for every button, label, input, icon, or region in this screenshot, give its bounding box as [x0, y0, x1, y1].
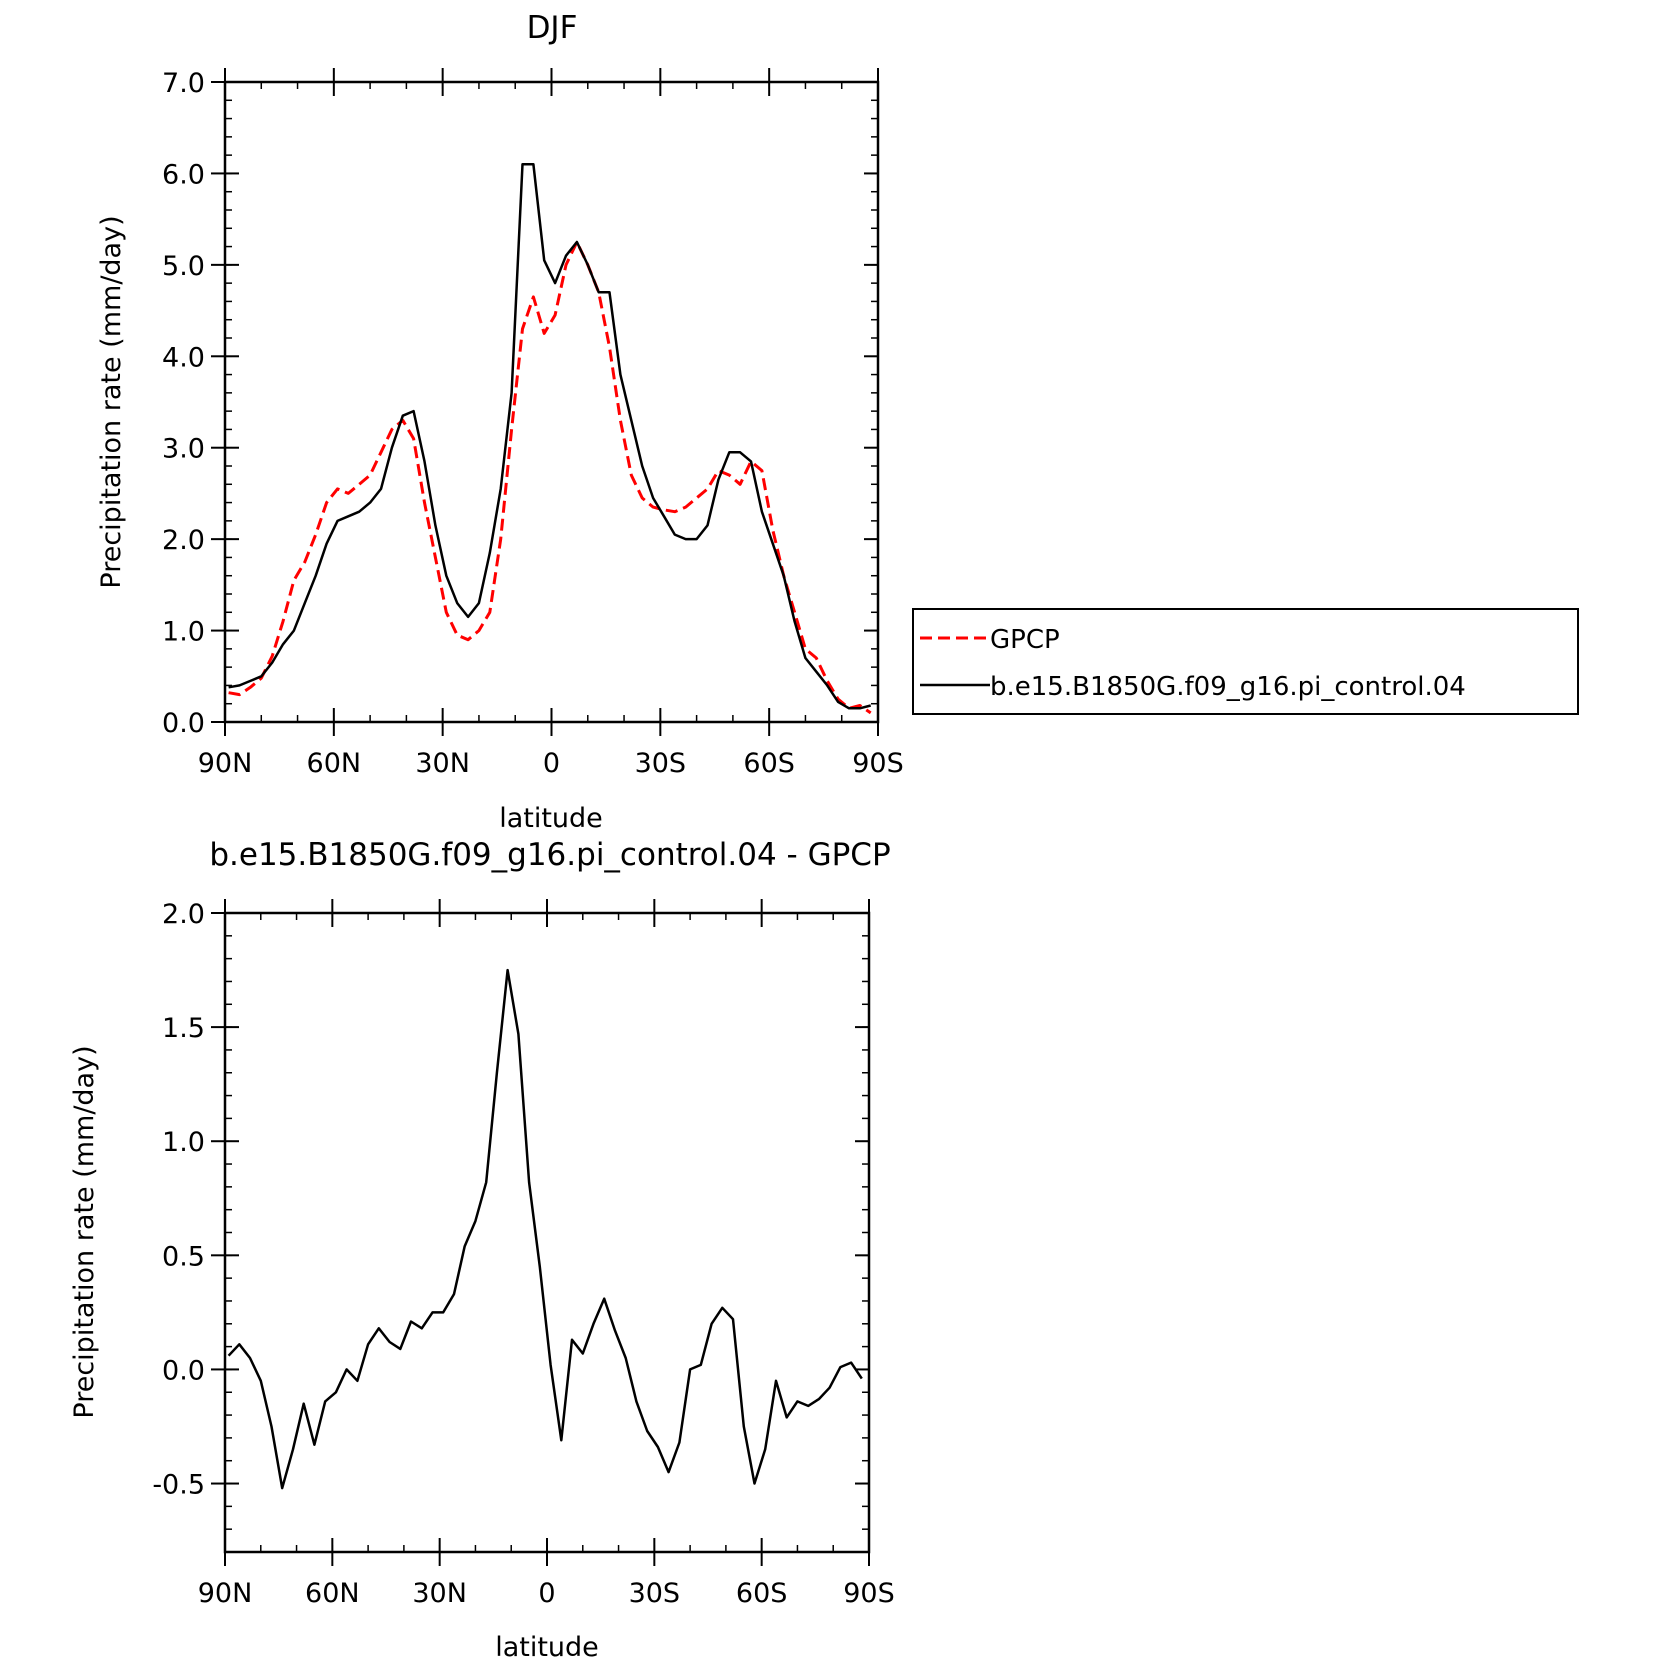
bottom-x-tick-label: 90S	[843, 1578, 895, 1609]
top-x-tick-label: 90S	[852, 748, 904, 779]
top-x-tick-label: 30S	[635, 748, 687, 779]
legend-label-model: b.e15.B1850G.f09_g16.pi_control.04	[990, 672, 1466, 702]
bottom-y-tick-label: 1.0	[162, 1127, 205, 1158]
top-y-axis: 0.0 1.0 2.0 3.0 4.0 5.0 6.0 7.0	[162, 68, 878, 739]
top-y-tick-label: 4.0	[162, 342, 205, 373]
bottom-y-tick-label: 0.0	[162, 1355, 205, 1386]
bottom-y-tick-label: -0.5	[152, 1470, 205, 1501]
legend: GPCP b.e15.B1850G.f09_g16.pi_control.04	[912, 608, 1579, 715]
bottom-y-tick-label: 0.5	[162, 1241, 205, 1272]
top-x-tick-label: 60S	[743, 748, 795, 779]
bottom-plot-frame	[223, 911, 871, 1554]
top-series-line-1	[228, 163, 872, 710]
top-plot-frame	[223, 80, 880, 724]
top-y-tick-label: 1.0	[162, 617, 205, 648]
bottom-x-tick-label: 30N	[412, 1578, 467, 1609]
bottom-x-tick-label: 30S	[629, 1578, 681, 1609]
top-x-axis: 90N 60N 30N 0 30S 60S 90S	[198, 68, 904, 779]
bottom-plot-area	[227, 968, 863, 1490]
bottom-y-axis-label: Precipitation rate (mm/day)	[69, 1045, 100, 1418]
top-y-tick-label: 3.0	[162, 434, 205, 465]
bottom-y-tick-label: 1.5	[162, 1013, 205, 1044]
legend-box	[912, 608, 1579, 715]
bottom-title: b.e15.B1850G.f09_g16.pi_control.04 - GPC…	[209, 837, 890, 873]
top-y-axis-label: Precipitation rate (mm/day)	[96, 215, 127, 588]
top-series-line-0	[228, 240, 872, 715]
bottom-panel: b.e15.B1850G.f09_g16.pi_control.04 - GPC…	[69, 837, 895, 1663]
top-x-tick-label: 90N	[198, 748, 253, 779]
bottom-x-tick-label: 0	[538, 1578, 555, 1609]
top-y-tick-label: 0.0	[162, 708, 205, 739]
bottom-x-tick-label: 60S	[736, 1578, 788, 1609]
top-x-tick-label: 30N	[415, 748, 470, 779]
bottom-x-tick-label: 60N	[305, 1578, 360, 1609]
top-x-tick-label: 60N	[307, 748, 362, 779]
top-panel: DJF 0.0 1.0 2.0 3.0 4.0 5.0 6.0 7.0 90N 60N 30N 0 3…	[96, 10, 1579, 834]
bottom-x-axis: 90N 60N 30N 0 30S 60S 90S	[198, 899, 895, 1609]
top-y-tick-label: 2.0	[162, 525, 205, 556]
top-x-tick-label: 0	[543, 748, 560, 779]
top-plot-area	[228, 163, 872, 715]
bottom-y-axis: -0.5 0.0 0.5 1.0 1.5 2.0	[152, 899, 869, 1553]
bottom-x-axis-label: latitude	[495, 1632, 599, 1663]
bottom-y-tick-label: 2.0	[162, 899, 205, 930]
top-y-tick-label: 7.0	[162, 68, 205, 99]
top-y-tick-label: 6.0	[162, 159, 205, 190]
top-title: DJF	[527, 10, 578, 46]
top-y-tick-label: 5.0	[162, 251, 205, 282]
top-x-axis-label: latitude	[499, 803, 603, 834]
bottom-series-line-0	[227, 968, 863, 1490]
bottom-x-tick-label: 90N	[198, 1578, 253, 1609]
legend-label-gpcp: GPCP	[990, 625, 1060, 655]
